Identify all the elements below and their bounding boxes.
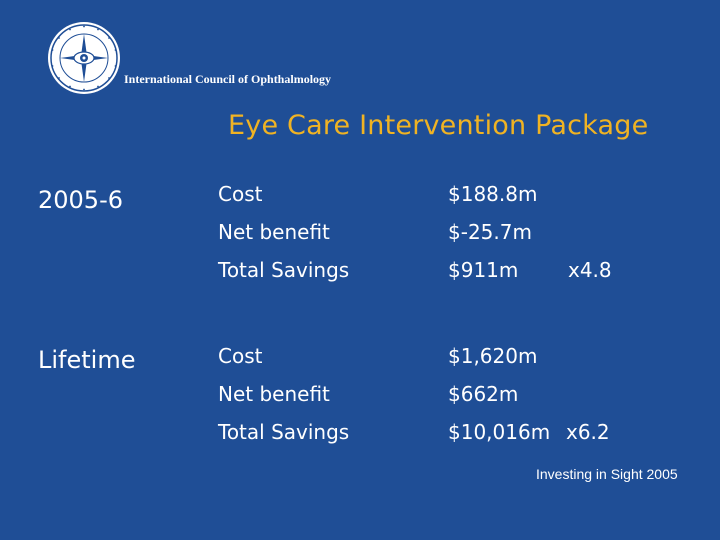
- row-multiplier-total-savings: x4.8: [568, 258, 612, 282]
- row-label-cost: Cost: [218, 344, 263, 368]
- period-label-2005-6: 2005-6: [38, 186, 124, 214]
- organization-name: International Council of Ophthalmology: [124, 72, 332, 86]
- row-multiplier-total-savings: x6.2: [566, 420, 610, 444]
- period-label-lifetime: Lifetime: [38, 346, 136, 374]
- row-value-cost: $1,620m: [448, 344, 538, 368]
- row-value-cost: $188.8m: [448, 182, 538, 206]
- row-value-total-savings: $911m: [448, 258, 519, 282]
- row-label-net-benefit: Net benefit: [218, 220, 330, 244]
- row-value-total-savings: $10,016m: [448, 420, 551, 444]
- row-value-net-benefit: $662m: [448, 382, 519, 406]
- footer-source: Investing in Sight 2005: [536, 466, 678, 482]
- row-label-total-savings: Total Savings: [218, 258, 350, 282]
- row-value-net-benefit: $-25.7m: [448, 220, 532, 244]
- ico-seal-icon: [46, 20, 122, 96]
- slide-title: Eye Care Intervention Package: [228, 110, 649, 141]
- row-label-total-savings: Total Savings: [218, 420, 350, 444]
- row-label-cost: Cost: [218, 182, 263, 206]
- row-label-net-benefit: Net benefit: [218, 382, 330, 406]
